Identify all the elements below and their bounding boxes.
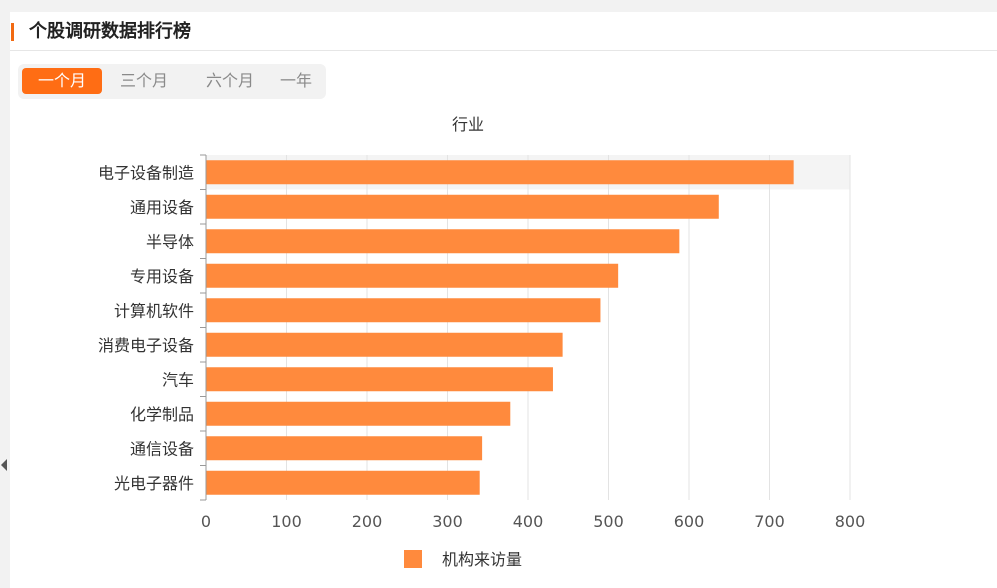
tab-six-months[interactable]: 六个月: [205, 71, 254, 90]
chart-title: 行业: [452, 115, 484, 134]
x-tick-label: 400: [513, 512, 544, 531]
panel-header: 个股调研数据排行榜: [10, 12, 997, 51]
legend-label[interactable]: 机构来访量: [442, 550, 522, 569]
bar[interactable]: [206, 160, 794, 185]
legend-swatch[interactable]: [404, 550, 422, 568]
bar[interactable]: [206, 298, 601, 323]
x-tick-label: 700: [754, 512, 785, 531]
bar[interactable]: [206, 263, 619, 288]
period-tabs: 一个月 三个月 六个月 一年: [18, 64, 326, 99]
collapse-arrow-icon[interactable]: [1, 459, 7, 471]
bar[interactable]: [206, 401, 511, 426]
header-accent-bar: [11, 23, 14, 41]
category-label: 化学制品: [130, 405, 194, 424]
x-tick-label: 800: [835, 512, 866, 531]
category-label: 通信设备: [130, 439, 194, 458]
x-tick-label: 200: [352, 512, 383, 531]
bar[interactable]: [206, 470, 480, 495]
category-label: 半导体: [146, 232, 194, 251]
bar[interactable]: [206, 332, 563, 357]
x-tick-label: 300: [432, 512, 463, 531]
category-label: 消费电子设备: [98, 336, 194, 355]
category-label: 计算机软件: [114, 301, 194, 320]
category-label: 通用设备: [130, 198, 194, 217]
tab-one-month[interactable]: 一个月: [22, 68, 102, 94]
category-label: 光电子器件: [114, 474, 194, 493]
panel-title: 个股调研数据排行榜: [29, 21, 191, 42]
category-label: 专用设备: [130, 267, 194, 286]
tab-three-months[interactable]: 三个月: [119, 71, 168, 90]
bar[interactable]: [206, 436, 483, 461]
bar[interactable]: [206, 194, 719, 219]
category-label: 汽车: [162, 370, 194, 389]
tab-one-year[interactable]: 一年: [279, 71, 312, 90]
x-tick-label: 0: [201, 512, 211, 531]
bar[interactable]: [206, 367, 553, 392]
bar[interactable]: [206, 229, 680, 254]
category-label: 电子设备制造: [98, 163, 194, 182]
x-tick-label: 600: [674, 512, 705, 531]
ranking-panel: 个股调研数据排行榜 一个月 三个月 六个月 一年: [10, 12, 997, 588]
x-tick-label: 100: [271, 512, 302, 531]
x-tick-label: 500: [593, 512, 624, 531]
